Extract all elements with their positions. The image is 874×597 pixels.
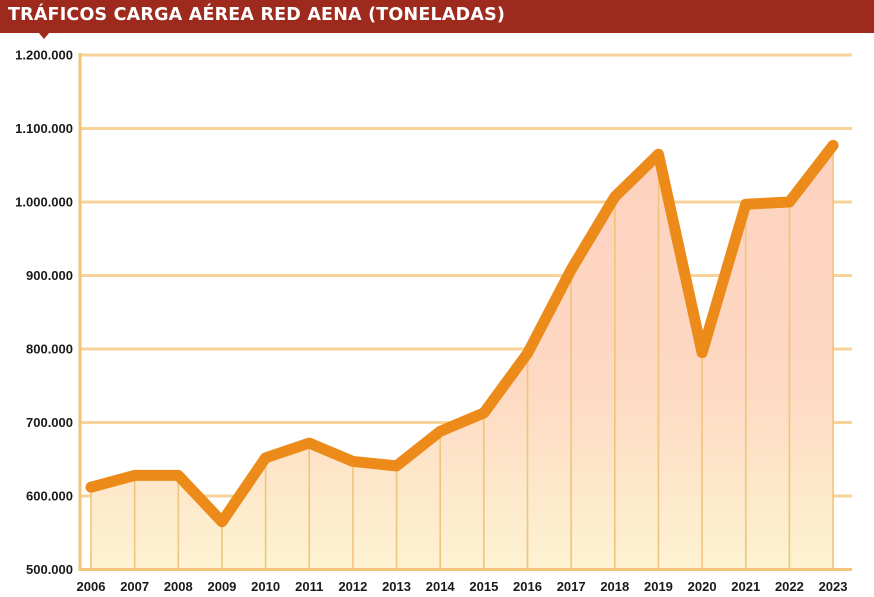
y-tick-label: 700.000 <box>26 415 73 430</box>
title-bar: TRÁFICOS CARGA AÉREA RED AENA (TONELADAS… <box>0 0 874 33</box>
x-tick-label: 2023 <box>819 579 848 594</box>
x-tick-label: 2015 <box>469 579 498 594</box>
x-tick-label: 2022 <box>775 579 804 594</box>
y-tick-label: 1.100.000 <box>15 121 73 136</box>
x-tick-label: 2010 <box>251 579 280 594</box>
x-tick-label: 2007 <box>120 579 149 594</box>
x-tick-labels: 2006 2007 2008 2009 2010 2011 2012 2013 2014 2015… <box>77 579 848 594</box>
series-line <box>85 139 839 528</box>
x-tick-label: 2012 <box>338 579 367 594</box>
y-tick-label: 1.200.000 <box>15 48 73 63</box>
x-tick-label: 2008 <box>164 579 193 594</box>
area-layer <box>91 145 834 570</box>
y-tick-label: 500.000 <box>26 562 73 577</box>
title-notch <box>38 32 50 39</box>
y-tick-labels: 500.000 600.000 700.000 800.000 900.000 1.000… <box>15 48 73 578</box>
area-fill <box>91 145 834 570</box>
x-tick-label: 2016 <box>513 579 542 594</box>
x-tick-label: 2019 <box>644 579 673 594</box>
chart-title: TRÁFICOS CARGA AÉREA RED AENA (TONELADAS… <box>8 5 506 25</box>
axis-layer <box>78 53 852 571</box>
y-tick-label: 600.000 <box>26 489 73 504</box>
x-tick-label: 2011 <box>295 579 323 594</box>
x-tick-label: 2018 <box>600 579 629 594</box>
y-tick-label: 1.000.000 <box>15 195 73 210</box>
x-tick-label: 2006 <box>77 579 106 594</box>
y-tick-label: 900.000 <box>26 268 73 283</box>
x-tick-label: 2009 <box>207 579 236 594</box>
drop-lines <box>90 145 834 570</box>
x-tick-label: 2013 <box>382 579 411 594</box>
x-tick-label: 2021 <box>731 579 760 594</box>
y-tick-label: 800.000 <box>26 342 73 357</box>
x-tick-label: 2020 <box>688 579 717 594</box>
x-tick-label: 2017 <box>557 579 586 594</box>
series-line-layer <box>85 139 839 528</box>
x-tick-label: 2014 <box>426 579 456 594</box>
